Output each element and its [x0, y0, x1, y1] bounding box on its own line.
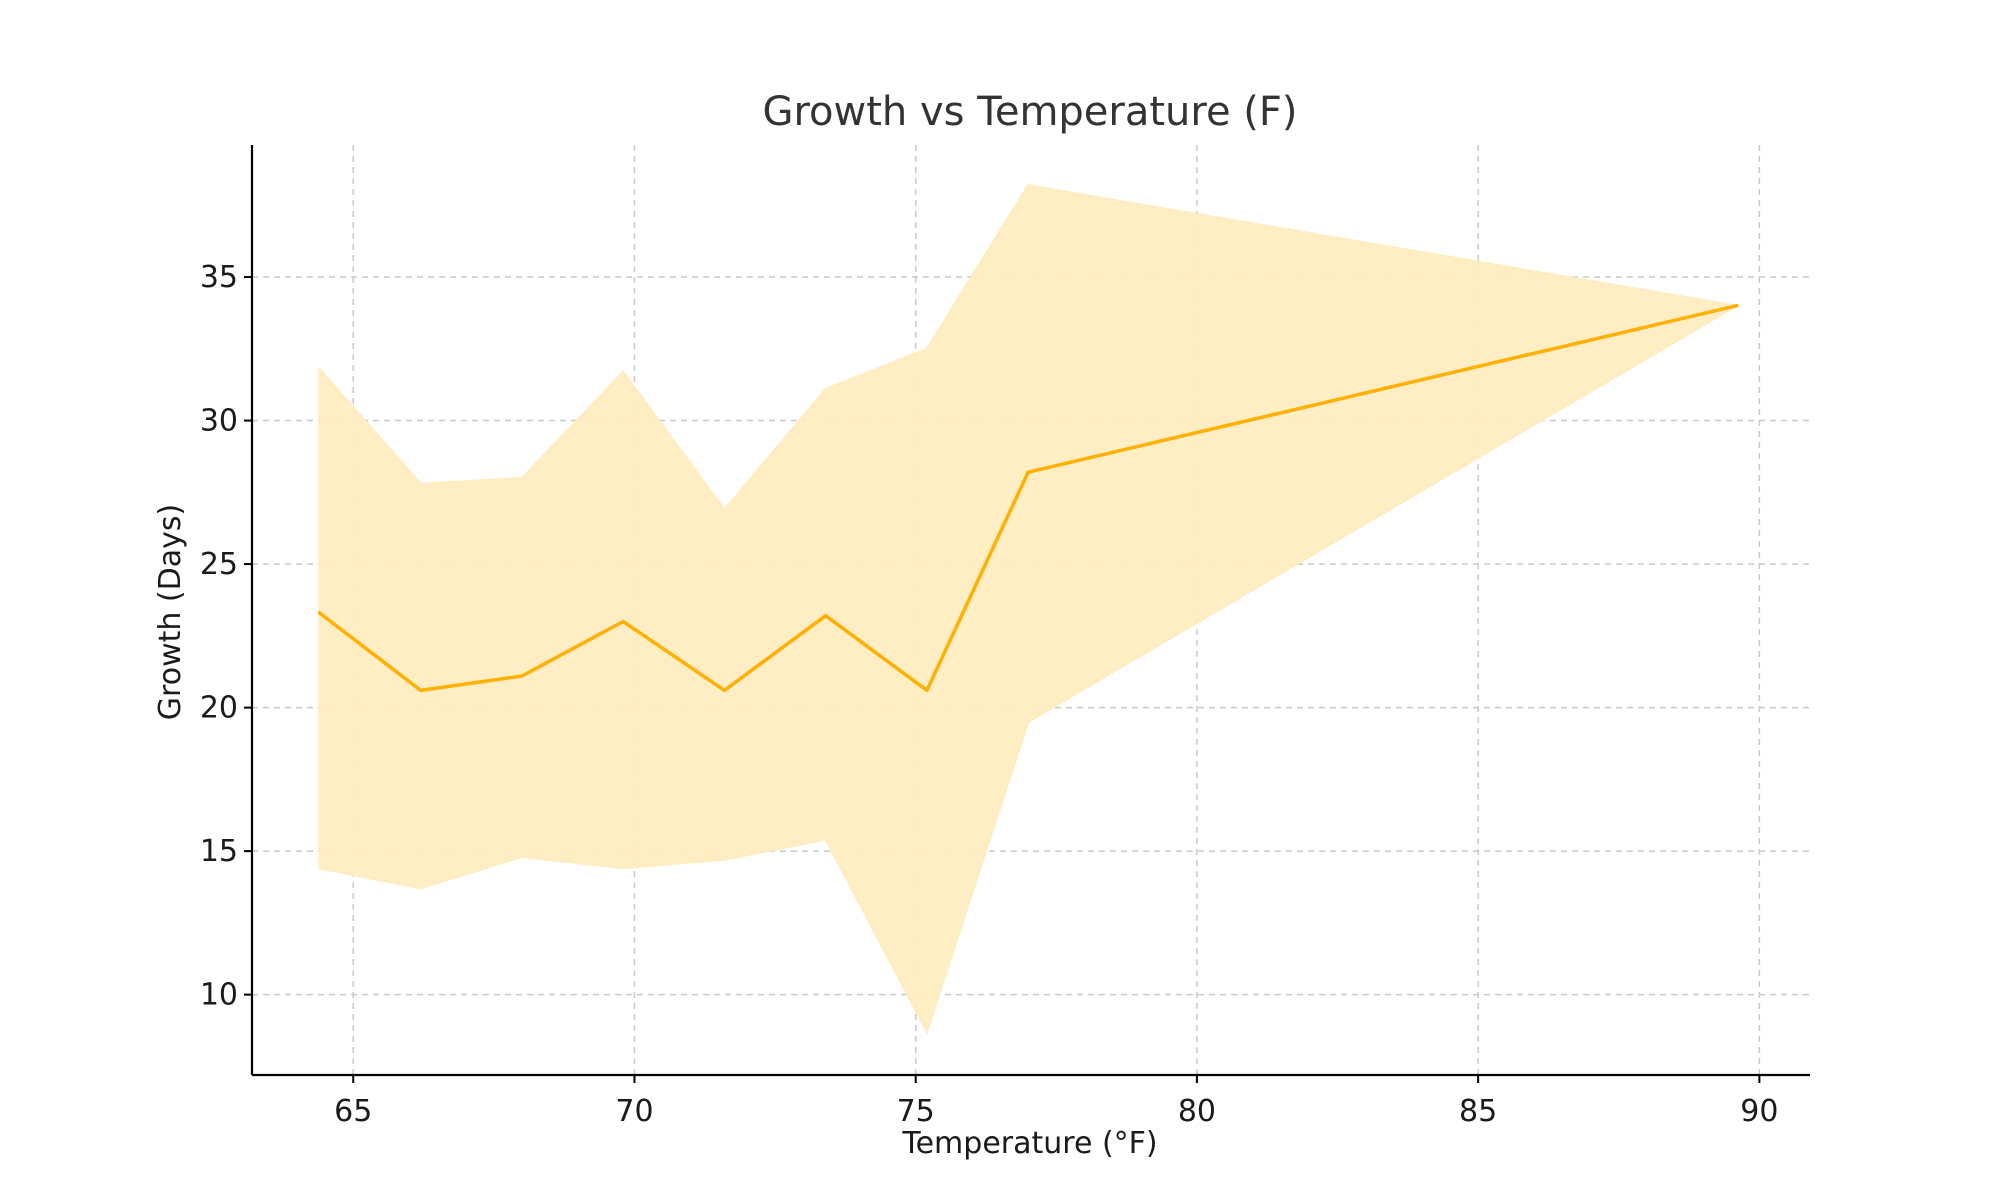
x-axis-label: Temperature (°F)	[901, 1126, 1157, 1161]
confidence-band-area	[318, 184, 1740, 1035]
x-tick-label: 90	[1740, 1094, 1778, 1129]
x-tick-label: 80	[1178, 1094, 1216, 1129]
confidence-band	[318, 184, 1740, 1035]
y-tick-label: 35	[200, 260, 238, 295]
y-tick-label: 10	[200, 978, 238, 1013]
x-tick-label: 65	[334, 1094, 372, 1129]
axes	[244, 145, 1810, 1083]
y-tick-label: 15	[200, 834, 238, 869]
y-tick-label: 25	[200, 547, 238, 582]
x-tick-label: 85	[1459, 1094, 1497, 1129]
chart-title: Growth vs Temperature (F)	[762, 89, 1297, 135]
y-axis-label: Growth (Days)	[153, 504, 188, 720]
tick-labels: 65 70 75 80 85 90 10 15 20 25 30 35	[200, 260, 1779, 1129]
series-line	[317, 303, 1739, 693]
x-tick-label: 70	[615, 1094, 653, 1129]
x-tick-label: 75	[897, 1094, 935, 1129]
growth-line	[317, 303, 1739, 693]
y-tick-label: 30	[200, 404, 238, 439]
y-tick-label: 20	[200, 691, 238, 726]
